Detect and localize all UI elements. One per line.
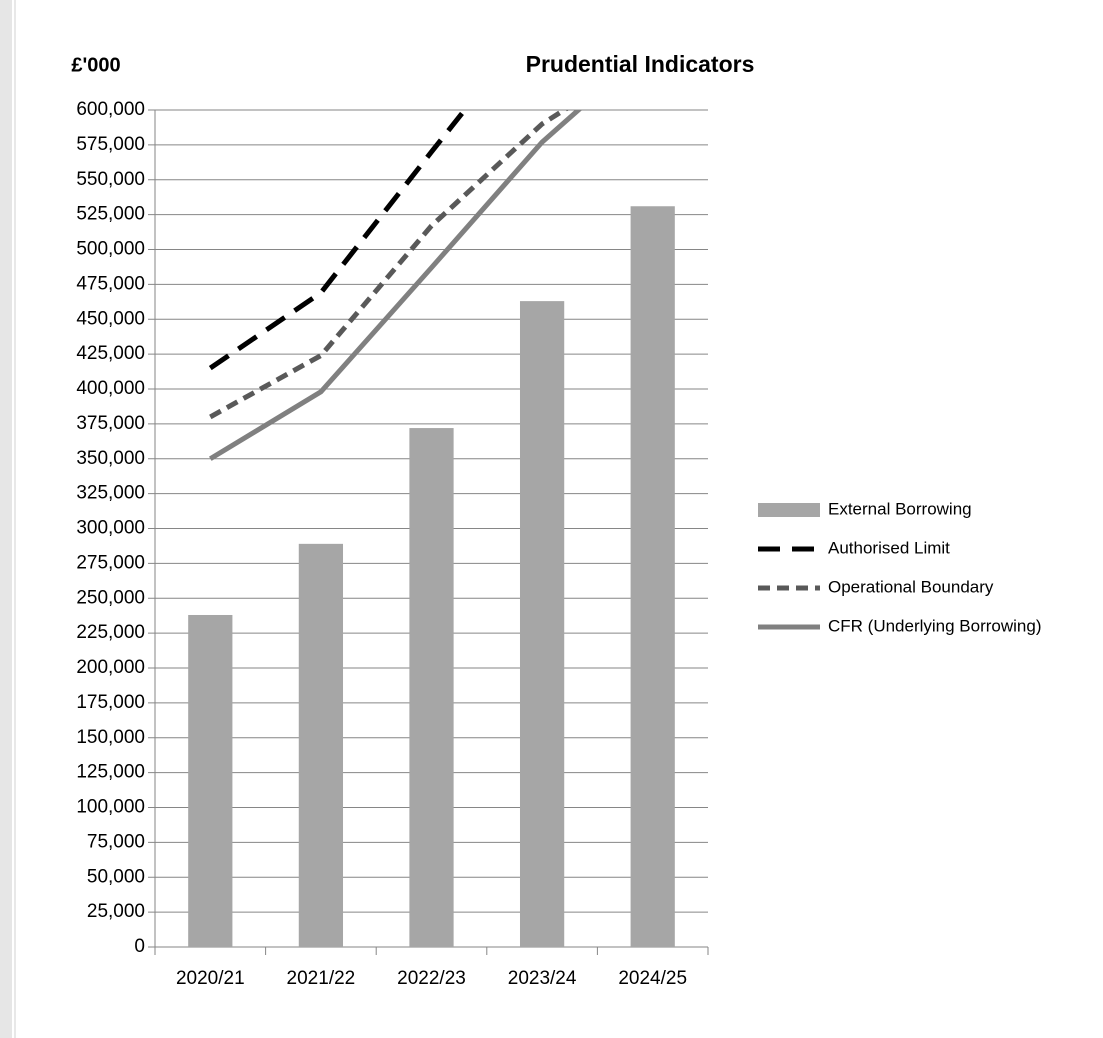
y-tick-label: 450,000 <box>76 308 145 329</box>
y-tick-label: 325,000 <box>76 483 145 504</box>
y-tick-label: 375,000 <box>76 413 145 434</box>
y-tick-label: 525,000 <box>76 204 145 225</box>
chart-title: Prudential Indicators <box>526 51 755 77</box>
y-tick-label: 425,000 <box>76 343 145 364</box>
y-tick-label: 350,000 <box>76 448 145 469</box>
y-tick-label: 575,000 <box>76 134 145 155</box>
page-margin <box>0 0 12 1038</box>
x-tick-label: 2021/22 <box>287 968 356 989</box>
legend-label: CFR (Underlying Borrowing) <box>828 616 1042 635</box>
y-tick-label: 600,000 <box>76 99 145 120</box>
y-tick-label: 400,000 <box>76 378 145 399</box>
legend-label: Authorised Limit <box>828 538 950 557</box>
y-tick-label: 75,000 <box>87 831 145 852</box>
y-tick-label: 225,000 <box>76 622 145 643</box>
line-series <box>209 110 583 461</box>
y-tick-label: 500,000 <box>76 239 145 260</box>
bar <box>409 428 454 947</box>
y-tick-label: 25,000 <box>87 901 145 922</box>
y-tick-label: 150,000 <box>76 727 145 748</box>
y-axis-label: £'000 <box>71 54 120 76</box>
y-tick-label: 300,000 <box>76 518 145 539</box>
y-tick-label: 275,000 <box>76 552 145 573</box>
bar <box>630 206 675 947</box>
legend-label: Operational Boundary <box>828 577 994 596</box>
y-tick-label: 125,000 <box>76 762 145 783</box>
y-tick-label: 100,000 <box>76 797 145 818</box>
x-tick-label: 2022/23 <box>397 968 466 989</box>
bar <box>519 301 565 947</box>
x-tick-label: 2024/25 <box>618 968 687 989</box>
line-series <box>208 110 468 371</box>
legend-swatch <box>758 503 820 517</box>
bar <box>188 614 233 947</box>
y-tick-label: 550,000 <box>76 169 145 190</box>
y-tick-label: 475,000 <box>76 273 145 294</box>
y-tick-label: 250,000 <box>76 587 145 608</box>
legend-label: External Borrowing <box>828 499 972 518</box>
x-tick-label: 2020/21 <box>176 968 245 989</box>
x-tick-label: 2023/24 <box>508 968 577 989</box>
line-series <box>209 110 569 420</box>
y-tick-label: 175,000 <box>76 692 145 713</box>
y-tick-label: 0 <box>134 936 145 957</box>
y-tick-label: 50,000 <box>87 866 145 887</box>
bar <box>298 543 344 947</box>
plot-area <box>188 110 675 947</box>
y-tick-label: 200,000 <box>76 657 145 678</box>
